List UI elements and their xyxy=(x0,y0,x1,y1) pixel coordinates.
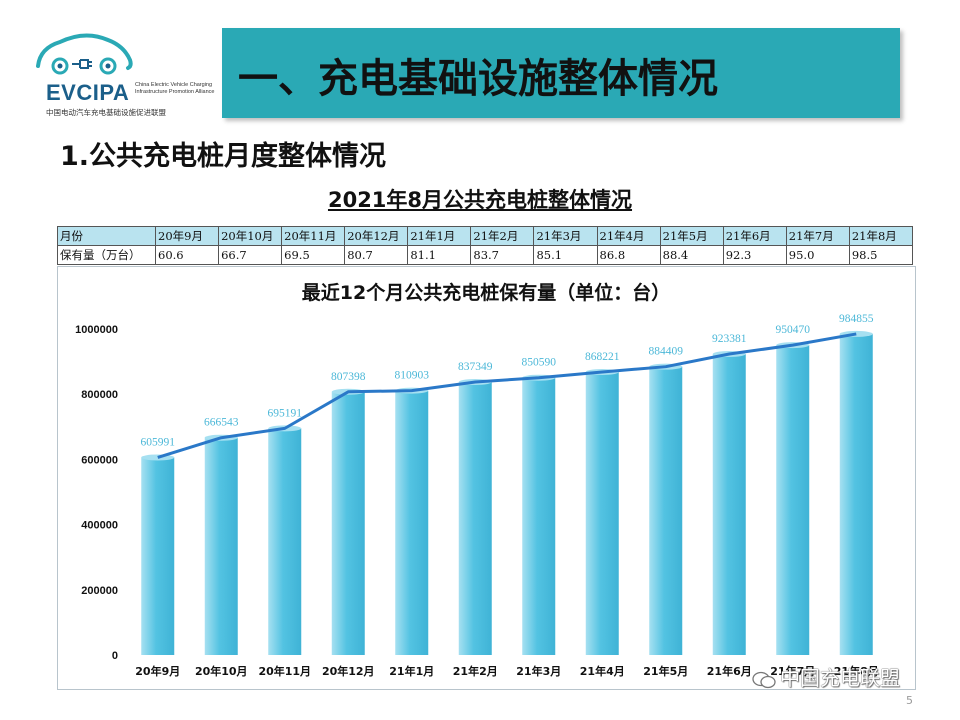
line-series xyxy=(157,332,857,459)
data-label: 884409 xyxy=(649,346,684,358)
bar xyxy=(712,353,746,655)
data-label: 810903 xyxy=(395,370,430,382)
data-label: 695191 xyxy=(268,407,303,419)
x-tick-label: 20年11月 xyxy=(258,664,311,678)
table-cell: 20年9月 xyxy=(154,226,220,246)
bar xyxy=(649,366,683,655)
data-label: 850590 xyxy=(522,357,557,369)
trend-line xyxy=(157,332,857,459)
watermark: 中国充电联盟 xyxy=(752,662,900,691)
chart-frame: 最近12个月公共充电桩保有量（单位：台） 0 200000 400000 600000… xyxy=(57,266,916,690)
bar xyxy=(776,345,810,655)
table-row-months: 月份 20年9月 20年10月 20年11月 20年12月 21年1月 21年2… xyxy=(57,226,914,246)
table-cell: 20年11月 xyxy=(281,226,346,246)
table-cell: 69.5 xyxy=(281,245,346,265)
x-tick-label: 21年3月 xyxy=(516,664,561,678)
data-label: 868221 xyxy=(585,351,620,363)
table-cell: 83.7 xyxy=(470,245,535,265)
ev-car-logo-icon xyxy=(36,33,133,75)
data-label: 605991 xyxy=(141,436,176,448)
title-bar: 一、充电基础设施整体情况 xyxy=(222,28,900,118)
x-tick-label: 21年8月 xyxy=(834,664,879,678)
bar xyxy=(395,390,429,655)
bar xyxy=(458,382,492,655)
x-tick-label: 20年12月 xyxy=(322,664,375,678)
bar xyxy=(839,333,873,655)
y-tick-label: 0 xyxy=(112,650,118,662)
logo-subtitle: China Electric Vehicle Charging Infrastr… xyxy=(135,82,215,95)
table-cell: 85.1 xyxy=(533,245,598,265)
table-cell: 80.7 xyxy=(344,245,409,265)
table-title: 2021年8月公共充电桩整体情况 xyxy=(327,188,633,212)
table-cell: 21年6月 xyxy=(722,226,787,246)
x-tick-label: 21年6月 xyxy=(707,664,752,678)
bar xyxy=(141,457,175,655)
y-tick-label: 600000 xyxy=(81,454,118,466)
logo-name: EVCIPA xyxy=(46,80,130,105)
table-cell: 81.1 xyxy=(407,245,472,265)
data-table: 月份 20年9月 20年10月 20年11月 20年12月 21年1月 21年2… xyxy=(57,226,914,265)
data-label: 950470 xyxy=(776,324,811,336)
table-cell: 98.5 xyxy=(848,245,914,265)
x-tick-label: 21年7月 xyxy=(770,664,815,678)
bar-series xyxy=(141,330,873,655)
y-tick-label: 800000 xyxy=(81,389,118,401)
table-cell: 21年5月 xyxy=(659,226,724,246)
bar xyxy=(585,371,619,655)
table-cell: 88.4 xyxy=(659,245,724,265)
row-label-month: 月份 xyxy=(57,226,156,246)
page-title: 一、充电基础设施整体情况 xyxy=(238,55,718,102)
table-cell: 20年12月 xyxy=(344,226,409,246)
watermark-text: 中国充电联盟 xyxy=(780,666,900,690)
y-tick-label: 200000 xyxy=(81,585,118,597)
x-tick-label: 21年1月 xyxy=(389,664,434,678)
page-number: 5 xyxy=(906,694,913,707)
table-cell: 21年2月 xyxy=(470,226,535,246)
row-label-amount: 保有量（万台） xyxy=(57,245,156,265)
x-tick-label: 20年9月 xyxy=(135,664,180,678)
data-label: 923381 xyxy=(712,333,747,345)
y-tick-label: 400000 xyxy=(81,520,118,532)
bar xyxy=(268,428,302,655)
data-labels: 605991 666543 695191 807398 810903 837349 8505… xyxy=(141,313,874,449)
data-label: 807398 xyxy=(331,371,366,383)
bar xyxy=(331,391,365,655)
table-cell: 66.7 xyxy=(218,245,283,265)
table-cell: 21年7月 xyxy=(785,226,850,246)
x-tick-label: 21年2月 xyxy=(453,664,498,678)
x-axis-labels: 20年9月 20年10月 20年11月 20年12月 21年1月 21年2月 21年3月 21… xyxy=(135,664,878,678)
wechat-icon xyxy=(752,671,776,688)
table-cell: 60.6 xyxy=(154,245,220,265)
bar xyxy=(204,437,238,655)
x-tick-label: 21年4月 xyxy=(580,664,625,678)
x-tick-label: 21年5月 xyxy=(643,664,688,678)
bar-chart: 最近12个月公共充电桩保有量（单位：台） 0 200000 400000 600000… xyxy=(75,281,879,678)
table-cell: 21年1月 xyxy=(407,226,472,246)
bar xyxy=(522,377,556,655)
x-tick-label: 20年10月 xyxy=(195,664,248,678)
table-cell: 92.3 xyxy=(722,245,787,265)
data-label: 666543 xyxy=(204,417,239,429)
table-cell: 20年10月 xyxy=(218,226,283,246)
section-heading: 1.公共充电桩月度整体情况 xyxy=(60,141,387,172)
table-cell: 95.0 xyxy=(785,245,850,265)
data-label: 984855 xyxy=(839,313,874,325)
y-tick-label: 1000000 xyxy=(75,324,118,336)
chart-title: 最近12个月公共充电桩保有量（单位：台） xyxy=(302,281,670,304)
y-axis: 0 200000 400000 600000 800000 1000000 xyxy=(75,324,118,662)
logo-cn-name: 中国电动汽车充电基础设施促进联盟 xyxy=(46,108,166,117)
data-label: 837349 xyxy=(458,361,493,373)
table-row-values: 保有量（万台） 60.6 66.7 69.5 80.7 81.1 83.7 85… xyxy=(57,245,914,265)
table-cell: 21年4月 xyxy=(596,226,661,246)
table-cell: 21年3月 xyxy=(533,226,598,246)
table-cell: 86.8 xyxy=(596,245,661,265)
table-cell: 21年8月 xyxy=(848,226,914,246)
evcipa-logo xyxy=(30,26,210,122)
